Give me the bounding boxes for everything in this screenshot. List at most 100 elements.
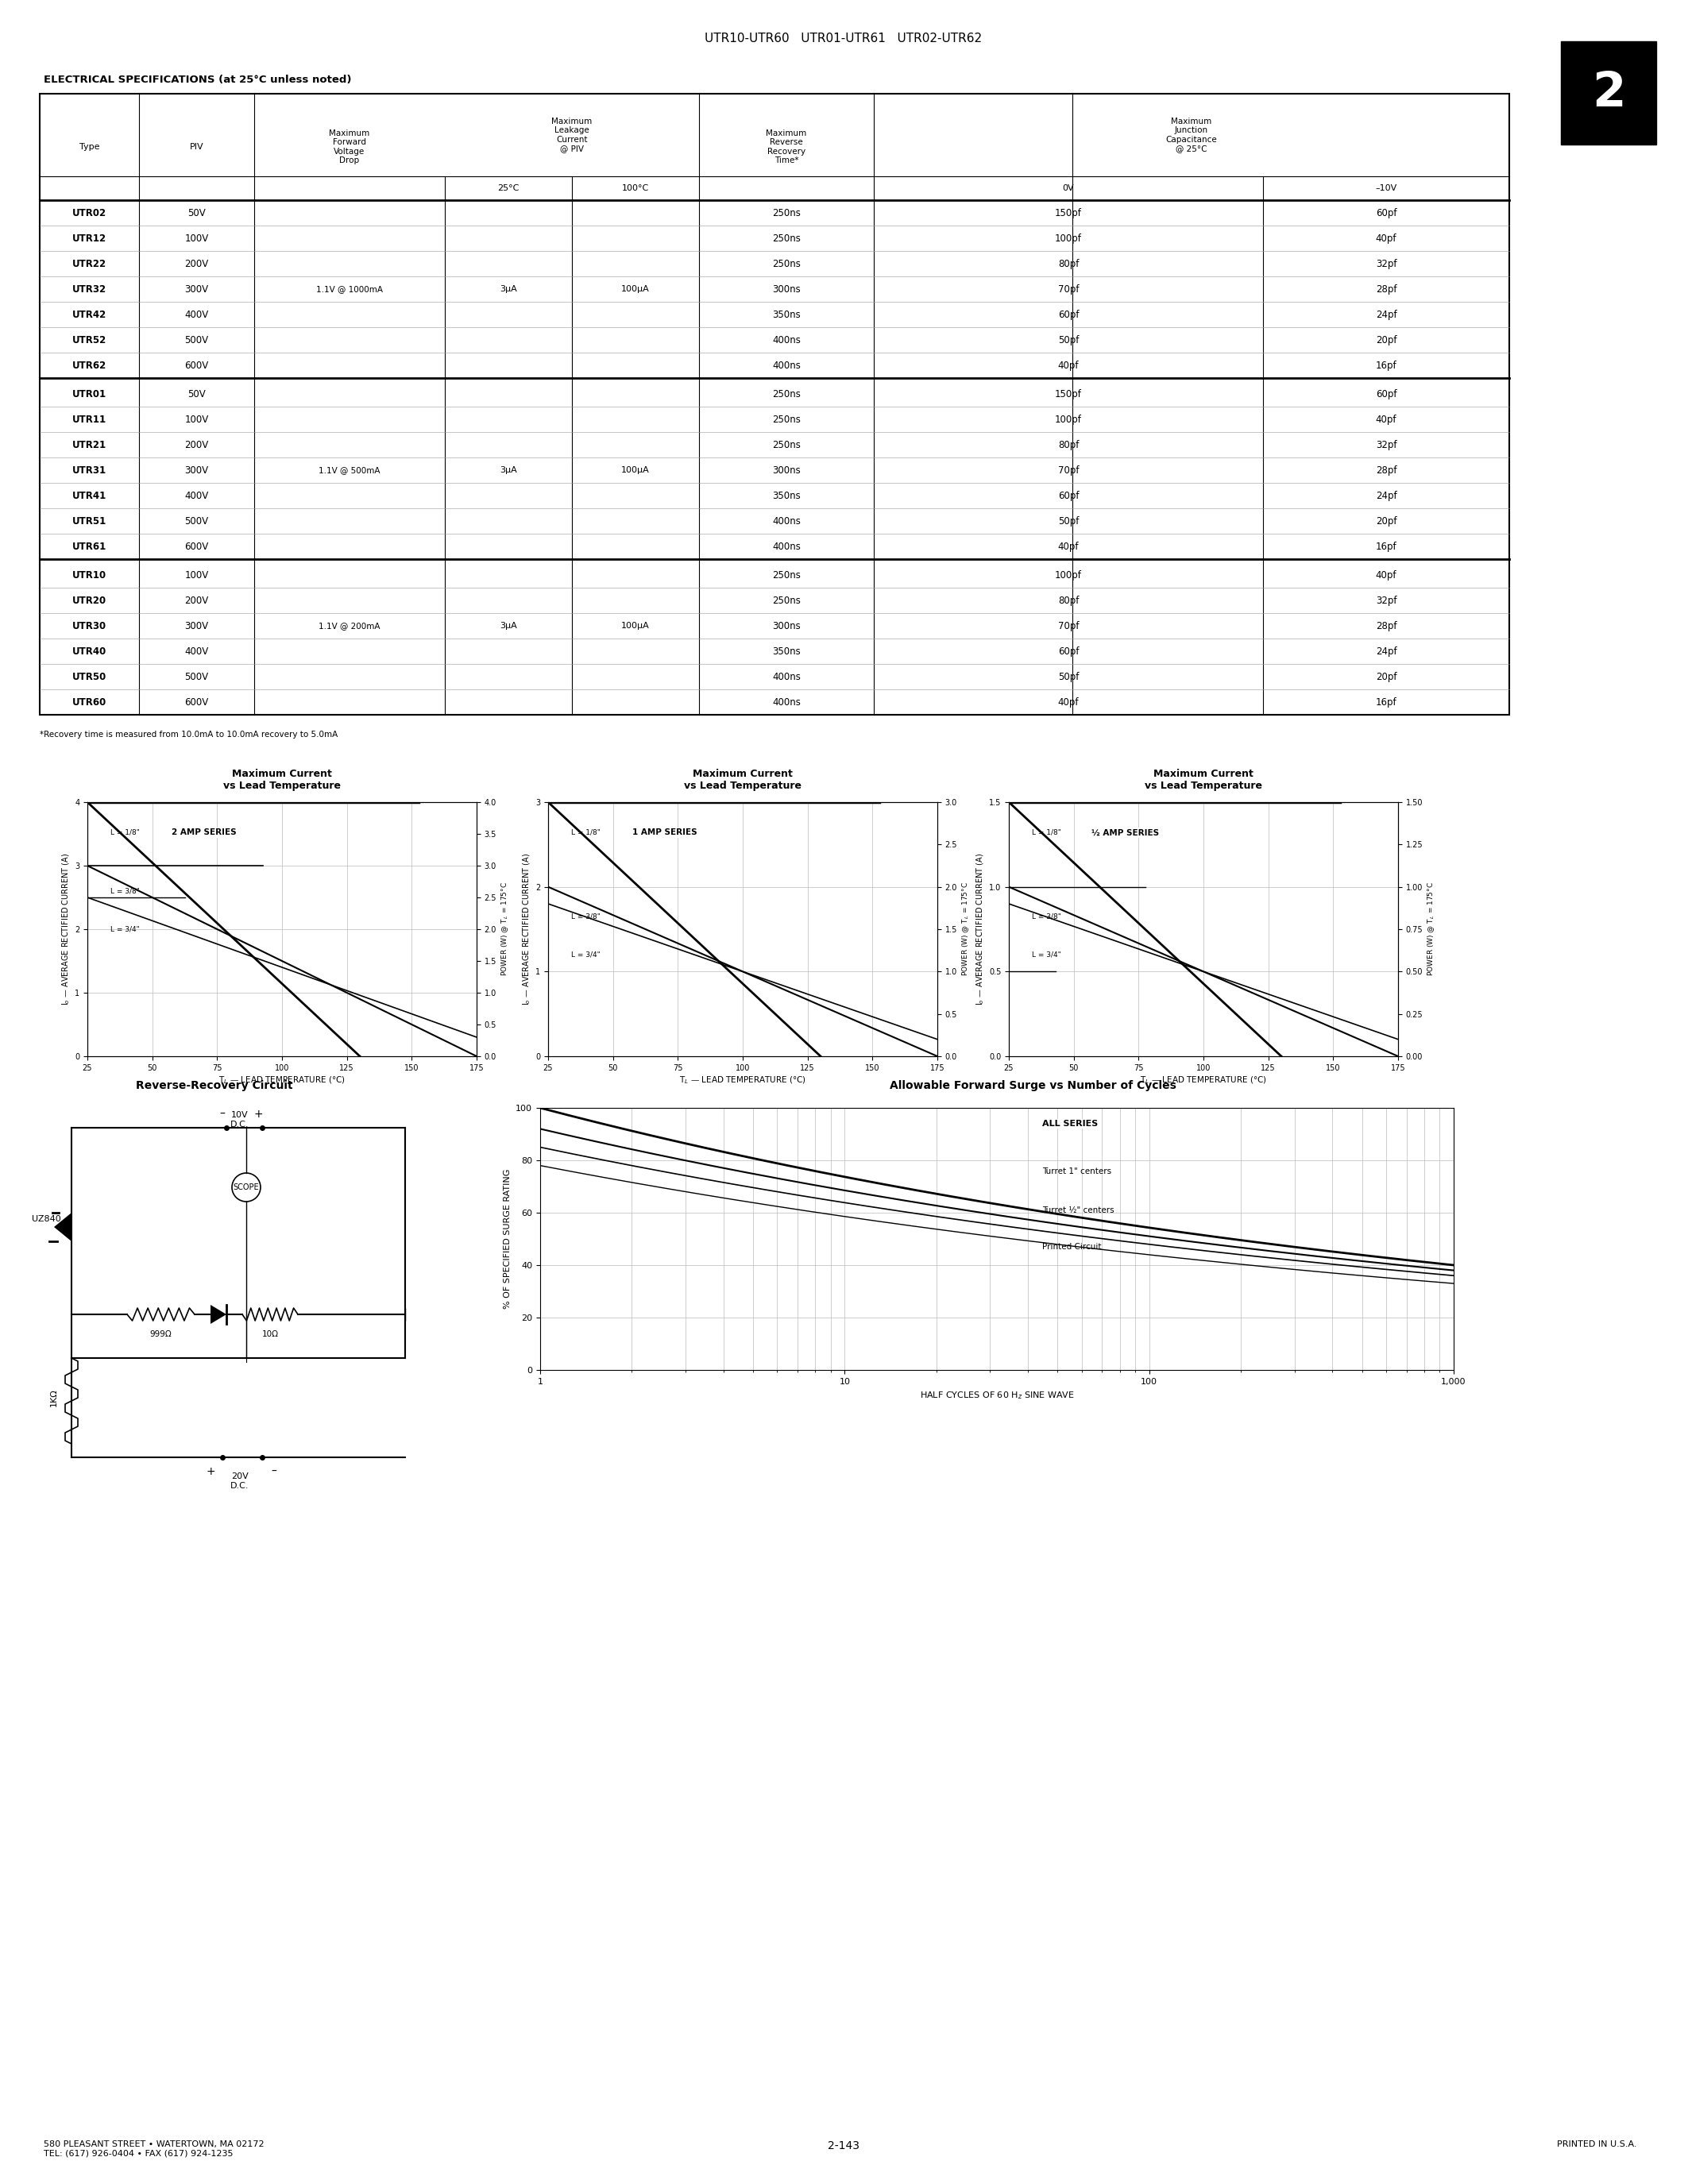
Y-axis label: POWER (W) @ T$_L$ = 175°C: POWER (W) @ T$_L$ = 175°C: [960, 882, 971, 976]
Text: 400ns: 400ns: [771, 360, 800, 371]
Text: 25°C: 25°C: [498, 183, 520, 192]
Text: 80pf: 80pf: [1058, 258, 1079, 269]
Text: 60pf: 60pf: [1376, 389, 1396, 400]
Text: L = 3/4": L = 3/4": [111, 926, 140, 933]
Y-axis label: POWER (W) @ T$_L$ = 175°C: POWER (W) @ T$_L$ = 175°C: [500, 882, 510, 976]
X-axis label: HALF CYCLES OF 60 H$_z$ SINE WAVE: HALF CYCLES OF 60 H$_z$ SINE WAVE: [920, 1389, 1074, 1400]
Text: Turret 1" centers: Turret 1" centers: [1043, 1166, 1112, 1175]
Text: 20V
D.C.: 20V D.C.: [231, 1472, 250, 1489]
Text: Maximum
Reverse
Recovery
Time*: Maximum Reverse Recovery Time*: [766, 129, 807, 164]
Text: 50pf: 50pf: [1058, 670, 1079, 681]
Text: 10Ω: 10Ω: [262, 1330, 279, 1339]
Text: 40pf: 40pf: [1058, 697, 1079, 708]
Text: 100μA: 100μA: [621, 465, 650, 474]
Text: 60pf: 60pf: [1058, 310, 1079, 319]
Y-axis label: % OF SPECIFIED SURGE RATING: % OF SPECIFIED SURGE RATING: [503, 1168, 511, 1308]
Text: UTR42: UTR42: [73, 310, 106, 319]
Text: 80pf: 80pf: [1058, 596, 1079, 605]
Text: UTR12: UTR12: [73, 234, 106, 242]
Text: UTR51: UTR51: [73, 515, 106, 526]
Text: 300V: 300V: [184, 465, 209, 476]
Text: 32pf: 32pf: [1376, 596, 1396, 605]
Text: +: +: [206, 1465, 214, 1476]
Text: Maximum
Forward
Voltage
Drop: Maximum Forward Voltage Drop: [329, 129, 370, 164]
Text: UTR02: UTR02: [73, 207, 106, 218]
Text: *Recovery time is measured from 10.0mA to 10.0mA recovery to 5.0mA: *Recovery time is measured from 10.0mA t…: [41, 732, 338, 738]
Text: 60pf: 60pf: [1058, 646, 1079, 657]
Text: 300ns: 300ns: [771, 465, 800, 476]
Text: 70pf: 70pf: [1058, 465, 1079, 476]
Text: L = 3/8": L = 3/8": [572, 913, 601, 919]
Text: 40pf: 40pf: [1376, 415, 1396, 424]
Text: 50V: 50V: [187, 207, 206, 218]
Text: Maximum
Junction
Capacitance
@ 25°C: Maximum Junction Capacitance @ 25°C: [1166, 118, 1217, 153]
Text: 10V
D.C.: 10V D.C.: [231, 1112, 250, 1129]
Text: 400ns: 400ns: [771, 334, 800, 345]
Y-axis label: I$_o$ — AVERAGE RECTIFIED CURRENT (A): I$_o$ — AVERAGE RECTIFIED CURRENT (A): [61, 854, 71, 1005]
Text: 150pf: 150pf: [1055, 207, 1082, 218]
Text: 500V: 500V: [184, 334, 209, 345]
Text: UTR62: UTR62: [73, 360, 106, 371]
Text: 350ns: 350ns: [771, 491, 800, 500]
Text: UTR10: UTR10: [73, 570, 106, 581]
Text: 200V: 200V: [184, 258, 209, 269]
Text: Allowable Forward Surge vs Number of Cycles: Allowable Forward Surge vs Number of Cyc…: [890, 1081, 1177, 1092]
Text: Type: Type: [79, 142, 100, 151]
Text: 600V: 600V: [184, 697, 209, 708]
Text: UTR60: UTR60: [73, 697, 106, 708]
Text: –: –: [219, 1109, 225, 1120]
Text: 2 AMP SERIES: 2 AMP SERIES: [172, 828, 236, 836]
Text: UTR32: UTR32: [73, 284, 106, 295]
Text: 50pf: 50pf: [1058, 515, 1079, 526]
Text: 200V: 200V: [184, 596, 209, 605]
Text: 20pf: 20pf: [1376, 515, 1396, 526]
Text: 60pf: 60pf: [1376, 207, 1396, 218]
Y-axis label: I$_o$ — AVERAGE RECTIFIED CURRENT (A): I$_o$ — AVERAGE RECTIFIED CURRENT (A): [974, 854, 986, 1005]
Text: 100V: 100V: [184, 234, 209, 242]
Text: 1KΩ: 1KΩ: [51, 1389, 57, 1406]
Text: 100pf: 100pf: [1055, 234, 1082, 242]
Text: 250ns: 250ns: [771, 389, 800, 400]
Text: 60pf: 60pf: [1058, 491, 1079, 500]
Text: 40pf: 40pf: [1058, 360, 1079, 371]
Text: 580 PLEASANT STREET • WATERTOWN, MA 02172
TEL: (617) 926-0404 • FAX (617) 924-12: 580 PLEASANT STREET • WATERTOWN, MA 0217…: [44, 2140, 265, 2158]
Text: 2-143: 2-143: [827, 2140, 859, 2151]
Text: 28pf: 28pf: [1376, 620, 1396, 631]
Text: 400ns: 400ns: [771, 542, 800, 553]
Text: 250ns: 250ns: [771, 439, 800, 450]
Text: UTR10-UTR60   UTR01-UTR61   UTR02-UTR62: UTR10-UTR60 UTR01-UTR61 UTR02-UTR62: [706, 33, 982, 44]
Text: PRINTED IN U.S.A.: PRINTED IN U.S.A.: [1556, 2140, 1636, 2149]
Text: 2: 2: [1592, 70, 1626, 116]
Text: 150pf: 150pf: [1055, 389, 1082, 400]
Text: 24pf: 24pf: [1376, 491, 1396, 500]
Text: 28pf: 28pf: [1376, 465, 1396, 476]
Text: 0V: 0V: [1063, 183, 1074, 192]
Text: 16pf: 16pf: [1376, 697, 1396, 708]
Text: L = 3/4": L = 3/4": [1031, 950, 1062, 959]
Text: –10V: –10V: [1376, 183, 1398, 192]
Bar: [1561, 41, 1656, 144]
Text: 400V: 400V: [184, 310, 209, 319]
Text: UTR61: UTR61: [73, 542, 106, 553]
Bar: [41, 94, 1509, 714]
X-axis label: T$_L$ — LEAD TEMPERATURE (°C): T$_L$ — LEAD TEMPERATURE (°C): [218, 1075, 346, 1085]
Text: UTR20: UTR20: [73, 596, 106, 605]
Text: 600V: 600V: [184, 360, 209, 371]
Text: 100μA: 100μA: [621, 286, 650, 293]
Text: L = 1/8": L = 1/8": [1031, 830, 1062, 836]
Text: 300ns: 300ns: [771, 284, 800, 295]
Text: ELECTRICAL SPECIFICATIONS (at 25°C unless noted): ELECTRICAL SPECIFICATIONS (at 25°C unles…: [44, 74, 351, 85]
Text: Maximum
Leakage
Current
@ PIV: Maximum Leakage Current @ PIV: [552, 118, 592, 153]
Text: 40pf: 40pf: [1058, 542, 1079, 553]
Text: 999Ω: 999Ω: [150, 1330, 172, 1339]
Text: 1.1V @ 500mA: 1.1V @ 500mA: [319, 465, 380, 474]
Text: UTR01: UTR01: [73, 389, 106, 400]
Text: UTR41: UTR41: [73, 491, 106, 500]
Text: ½ AMP SERIES: ½ AMP SERIES: [1092, 828, 1160, 836]
Text: 1.1V @ 1000mA: 1.1V @ 1000mA: [316, 286, 383, 293]
Text: 100°C: 100°C: [621, 183, 650, 192]
Text: 250ns: 250ns: [771, 258, 800, 269]
Text: 100V: 100V: [184, 570, 209, 581]
Text: +: +: [253, 1109, 263, 1120]
Text: UTR50: UTR50: [73, 670, 106, 681]
